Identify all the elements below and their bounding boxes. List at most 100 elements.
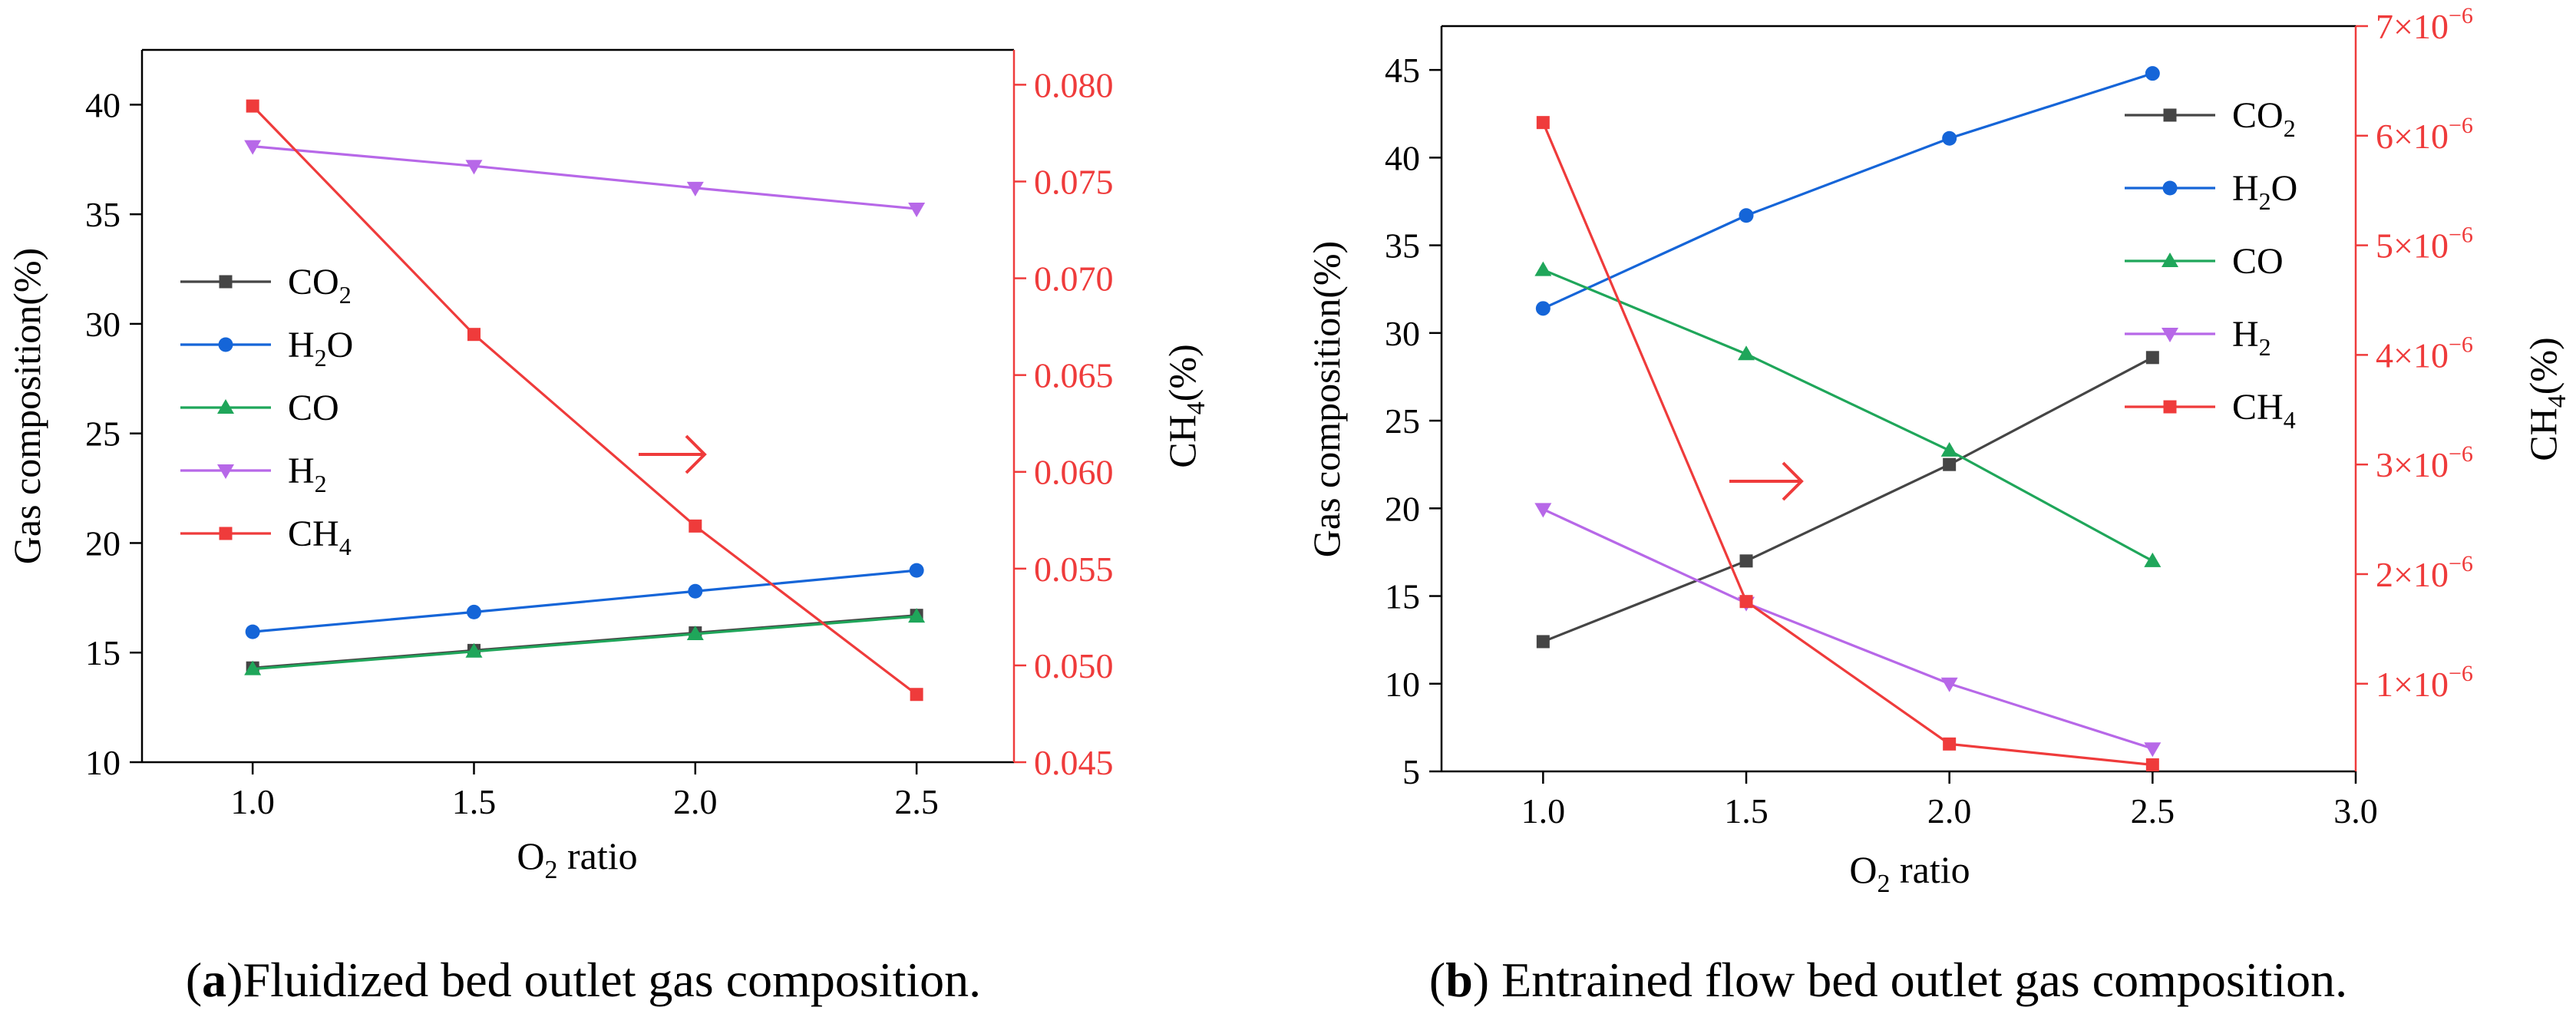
data-point-co (686, 625, 704, 640)
data-point-co (908, 608, 926, 623)
data-point-ch4 (2145, 758, 2159, 771)
y2-tick-label: 5×10−6 (2376, 223, 2473, 266)
x-tick-label: 2.5 (2131, 791, 2175, 831)
data-point-co (1534, 261, 1552, 276)
y2-tick-label: 0.045 (1034, 743, 1114, 782)
x-axis-label: O2 ratio (1849, 848, 1970, 898)
data-point-ch4 (246, 99, 259, 113)
y-tick-label: 35 (1385, 226, 1420, 266)
legend-label-h2o: H2O (2232, 168, 2297, 215)
caption-b: (b) Entrained flow bed outlet gas compos… (1429, 953, 2347, 1007)
x-tick-label: 1.0 (1521, 791, 1566, 831)
data-point-ch4 (910, 688, 923, 702)
series-line-ch4 (1541, 122, 2153, 767)
x-axis-label: O2 ratio (517, 834, 637, 884)
y-tick-label: 25 (1385, 401, 1420, 441)
legend-marker-h2 (217, 464, 234, 479)
chart-b: 1.0 1.5 2.0 2.5 3.0 5 10 15 20 25 30 35 40 45 1×10−6 2×… (1305, 3, 2571, 1007)
legend-label-co: CO (2232, 241, 2284, 282)
series-line-h2o (1542, 72, 2153, 310)
data-point-h2o (245, 624, 260, 639)
y2-tick-label: 1×10−6 (2376, 661, 2473, 704)
legend: CO2 H2O CO H2 CH4 (180, 262, 353, 560)
y-tick-label: 5 (1402, 752, 1420, 791)
x-tick-label: 1.5 (1724, 791, 1769, 831)
x-tick-label: 2.0 (673, 782, 718, 821)
legend-marker-h2o (218, 337, 233, 352)
data-point-co2 (1943, 457, 1957, 471)
data-point-h2 (2144, 742, 2162, 758)
legend-marker-co2 (2163, 108, 2177, 122)
series-line-h2o (253, 569, 917, 633)
series-line-co (1542, 269, 2154, 563)
y-tick-label: 45 (1385, 51, 1420, 90)
y-tick-label: 20 (85, 523, 121, 563)
y-tick-label: 15 (85, 633, 121, 672)
y-tick-label: 25 (85, 414, 121, 454)
caption-a: (a)Fluidized bed outlet gas composition. (186, 953, 981, 1007)
data-point-h2 (465, 160, 483, 175)
data-point-ch4 (689, 519, 702, 533)
data-point-co (1940, 441, 1958, 457)
legend-label-ch4: CH4 (2232, 387, 2296, 434)
y-tick-label: 40 (85, 85, 121, 124)
data-point-co (465, 642, 483, 658)
data-point-h2o (909, 563, 924, 578)
data-point-h2o (1739, 208, 1754, 223)
data-point-co2 (1536, 635, 1550, 649)
legend-marker-h2o (2162, 180, 2178, 196)
y2-tick-label: 4×10−6 (2376, 332, 2473, 375)
data-point-ch4 (1739, 595, 1753, 609)
y2-tick-label: 0.060 (1034, 453, 1114, 492)
y2-tick-label: 3×10−6 (2376, 441, 2473, 484)
x-tick-label: 3.0 (2333, 791, 2378, 831)
y2-tick-label: 0.065 (1034, 356, 1114, 395)
data-point-h2o (1942, 130, 1957, 146)
data-point-ch4 (1943, 737, 1957, 751)
legend-marker-ch4 (219, 527, 233, 540)
y2-axis-label: CH4(%) (2522, 337, 2571, 461)
legend-marker-ch4 (2163, 400, 2177, 414)
data-point-ch4 (1536, 116, 1550, 130)
legend-label-h2: H2 (2232, 314, 2271, 361)
data-point-co (2144, 552, 2162, 567)
data-point-co2 (2145, 351, 2159, 365)
data-point-h2 (1940, 677, 1958, 692)
data-point-h2o (466, 604, 481, 619)
series-line-co (253, 615, 917, 671)
y2-tick-label: 7×10−6 (2376, 3, 2473, 46)
y-tick-label: 30 (85, 305, 121, 344)
series-line-h2 (253, 145, 917, 210)
data-point-h2 (244, 140, 262, 155)
series-line-h2 (1542, 507, 2153, 750)
data-point-co (244, 660, 262, 675)
y2-tick-label: 0.080 (1034, 65, 1114, 104)
data-point-ch4 (467, 328, 481, 342)
y-tick-label: 35 (85, 195, 121, 234)
data-point-co (1738, 345, 1755, 361)
y-axis-label: Gas composition(%) (1305, 241, 1348, 557)
y2-tick-label: 0.055 (1034, 550, 1114, 589)
y2-tick-label: 2×10−6 (2376, 551, 2473, 594)
y-tick-label: 10 (85, 743, 121, 782)
legend-label-h2o: H2O (288, 325, 353, 372)
data-point-co2 (1739, 554, 1753, 568)
y2-tick-label: 0.050 (1034, 646, 1114, 685)
y2-axis-label: CH4(%) (1161, 344, 1210, 467)
legend-label-co: CO (288, 388, 339, 428)
legend-label-co2: CO2 (2232, 95, 2296, 142)
legend-marker-co2 (219, 275, 233, 289)
data-point-h2 (1534, 503, 1552, 518)
legend: CO2 H2O CO H2 CH4 (2125, 95, 2297, 434)
y-tick-label: 15 (1385, 577, 1420, 616)
annotation-arrow-head (685, 434, 707, 474)
x-tick-label: 2.5 (894, 782, 939, 821)
y2-tick-label: 0.070 (1034, 259, 1114, 299)
data-point-h2 (686, 181, 704, 196)
annotation-arrow-head (1782, 461, 1804, 501)
data-point-h2o (688, 583, 703, 599)
x-tick-label: 2.0 (1927, 791, 1972, 831)
data-point-h2o (1535, 301, 1551, 316)
y2-tick-label: 0.075 (1034, 162, 1114, 201)
